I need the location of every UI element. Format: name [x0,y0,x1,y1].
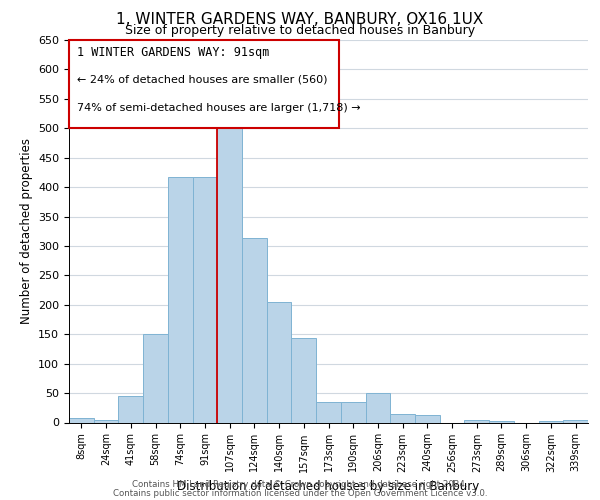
Bar [563,420,588,422]
Bar [143,334,168,422]
Text: 1, WINTER GARDENS WAY, BANBURY, OX16 1UX: 1, WINTER GARDENS WAY, BANBURY, OX16 1UX [116,12,484,28]
Bar [217,110,242,422]
X-axis label: Distribution of detached houses by size in Banbury: Distribution of detached houses by size … [178,480,479,493]
Bar [118,396,143,422]
Y-axis label: Number of detached properties: Number of detached properties [20,138,32,324]
FancyBboxPatch shape [69,40,339,128]
Bar [193,176,217,422]
Bar [390,414,415,422]
Text: Size of property relative to detached houses in Banbury: Size of property relative to detached ho… [125,24,475,37]
Bar [316,402,341,422]
Bar [168,176,193,422]
Bar [365,393,390,422]
Text: 1 WINTER GARDENS WAY: 91sqm: 1 WINTER GARDENS WAY: 91sqm [77,46,269,59]
Text: 74% of semi-detached houses are larger (1,718) →: 74% of semi-detached houses are larger (… [77,103,361,113]
Bar [242,238,267,422]
Text: ← 24% of detached houses are smaller (560): ← 24% of detached houses are smaller (56… [77,74,327,85]
Text: Contains public sector information licensed under the Open Government Licence v3: Contains public sector information licen… [113,489,487,498]
Bar [292,338,316,422]
Bar [464,420,489,422]
Bar [415,415,440,422]
Bar [267,302,292,422]
Text: Contains HM Land Registry data © Crown copyright and database right 2024.: Contains HM Land Registry data © Crown c… [132,480,468,489]
Bar [94,420,118,422]
Bar [341,402,365,422]
Bar [69,418,94,422]
